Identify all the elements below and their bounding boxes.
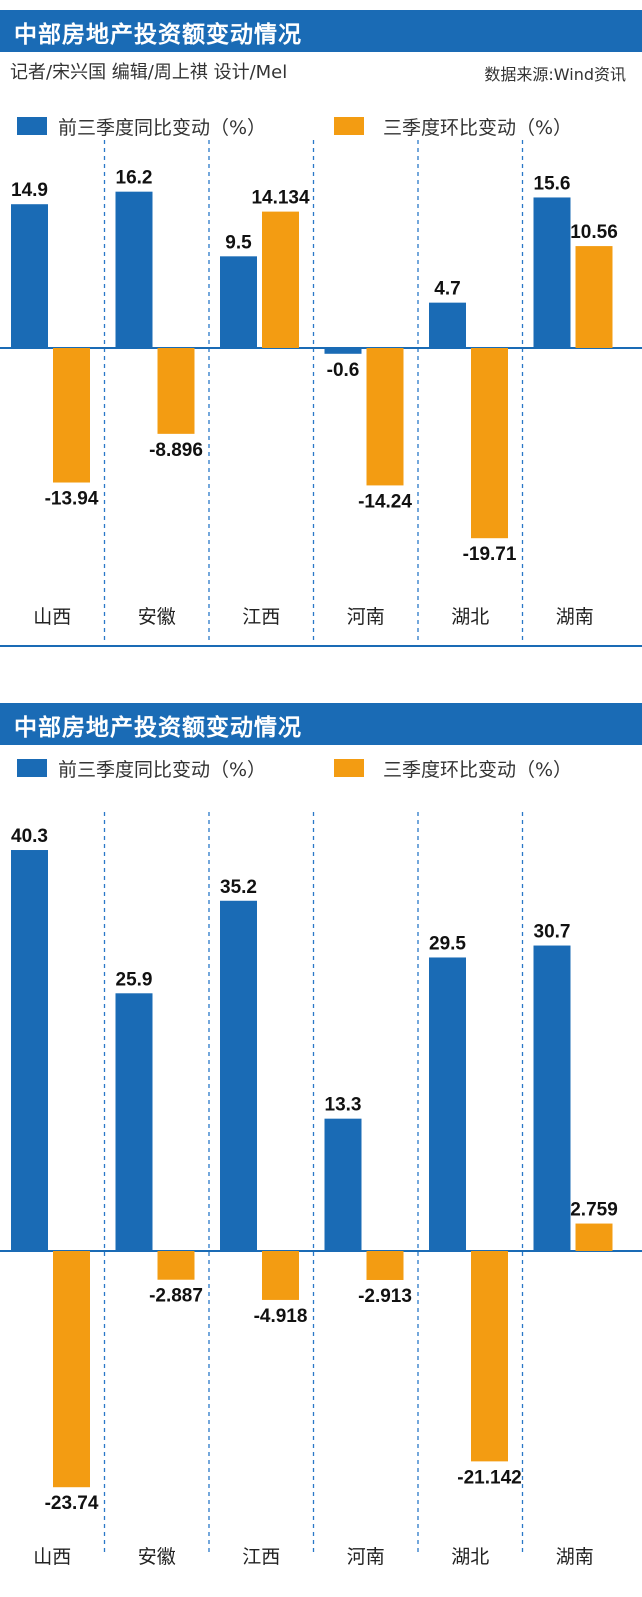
bar-qoq-5 (575, 1223, 613, 1251)
legend-label-series-b: 三季度环比变动（%） (383, 117, 573, 139)
bar-yoy-1 (115, 191, 153, 348)
legend-swatch-series-b (334, 759, 364, 777)
value-label: 16.2 (116, 168, 153, 189)
value-label: 40.3 (11, 826, 48, 847)
bar-qoq-4 (471, 1251, 508, 1462)
category-label: 山西 (33, 1546, 71, 1568)
bar-qoq-3 (366, 348, 404, 486)
chart2-title-bar: 中部房地产投资额变动情况 (0, 703, 642, 745)
category-label: 江西 (242, 606, 280, 628)
chart2-legend: 前三季度同比变动（%） 三季度环比变动（%） (0, 755, 642, 785)
bar-yoy-4 (429, 302, 466, 348)
bar-qoq-2 (262, 1251, 299, 1300)
legend-swatch-series-a (17, 759, 47, 777)
value-label: 13.3 (325, 1095, 362, 1116)
chart2-title: 中部房地产投资额变动情况 (14, 715, 302, 741)
bar-qoq-5 (575, 246, 613, 348)
bar-qoq-1 (157, 1251, 195, 1280)
bar-yoy-2 (220, 900, 257, 1251)
bar-qoq-0 (53, 348, 90, 483)
category-label: 河南 (347, 606, 385, 628)
category-label: 山西 (33, 606, 71, 628)
bar-yoy-5 (533, 197, 571, 348)
value-label: 15.6 (534, 173, 571, 194)
bar-yoy-2 (220, 256, 257, 348)
value-label: 25.9 (116, 969, 153, 990)
value-label: 14.9 (11, 180, 48, 201)
bar-qoq-3 (366, 1251, 404, 1280)
chart1-title: 中部房地产投资额变动情况 (14, 22, 302, 48)
bar-qoq-4 (471, 348, 508, 539)
bar-qoq-1 (157, 348, 195, 434)
category-label: 湖北 (451, 1546, 489, 1568)
legend-swatch-series-b (334, 117, 364, 135)
value-label: -21.142 (457, 1467, 521, 1488)
value-label: 4.7 (434, 279, 460, 300)
category-label: 河南 (347, 1546, 385, 1568)
legend-label-series-b: 三季度环比变动（%） (383, 759, 573, 781)
value-label: 9.5 (225, 232, 252, 253)
value-label: -4.918 (254, 1306, 308, 1327)
value-label: 2.759 (570, 1200, 618, 1221)
bar-yoy-0 (11, 850, 48, 1251)
chart2-plot: 40.3 25.9 35.2 13.3 29.5 30.7 -23.74 -2.887 -4.9… (0, 812, 642, 1568)
value-label: 10.56 (570, 222, 618, 243)
bar-qoq-0 (53, 1251, 90, 1488)
bar-yoy-1 (115, 993, 153, 1251)
bar-qoq-2 (262, 211, 299, 348)
bar-yoy-4 (429, 957, 466, 1251)
legend-swatch-series-a (17, 117, 47, 135)
value-label: -13.94 (45, 489, 99, 510)
legend-label-series-a: 前三季度同比变动（%） (58, 117, 267, 139)
category-label: 安徽 (138, 606, 176, 628)
chart1-title-bar: 中部房地产投资额变动情况 (0, 10, 642, 52)
category-label: 湖北 (451, 606, 489, 628)
category-label: 安徽 (138, 1546, 176, 1568)
value-label: 30.7 (534, 922, 571, 943)
category-label: 湖南 (556, 606, 594, 628)
value-label: -0.6 (327, 360, 360, 381)
value-label: -8.896 (149, 440, 203, 461)
legend-label-series-a: 前三季度同比变动（%） (58, 759, 267, 781)
value-label: 14.134 (251, 188, 310, 209)
value-label: -14.24 (358, 491, 412, 512)
category-label: 湖南 (556, 1546, 594, 1568)
chart1-plot: 14.9 16.2 9.5 -0.6 4.7 15.6 -13.94 -8.896 14.134… (0, 140, 642, 647)
value-label: 35.2 (220, 877, 257, 898)
chart1-legend: 前三季度同比变动（%） 三季度环比变动（%） (0, 113, 642, 143)
value-label: -23.74 (45, 1493, 99, 1514)
category-label: 江西 (242, 1546, 280, 1568)
value-label: -2.913 (358, 1286, 412, 1307)
value-label: 29.5 (429, 933, 466, 954)
bar-yoy-3 (324, 348, 362, 354)
bar-yoy-0 (11, 204, 48, 348)
value-label: -19.71 (463, 544, 517, 565)
value-label: -2.887 (149, 1286, 203, 1307)
bar-yoy-5 (533, 945, 571, 1251)
bar-yoy-3 (324, 1118, 362, 1251)
credits: 记者/宋兴国 编辑/周上祺 设计/Mel (10, 62, 288, 83)
data-source: 数据来源:Wind资讯 (484, 65, 626, 84)
